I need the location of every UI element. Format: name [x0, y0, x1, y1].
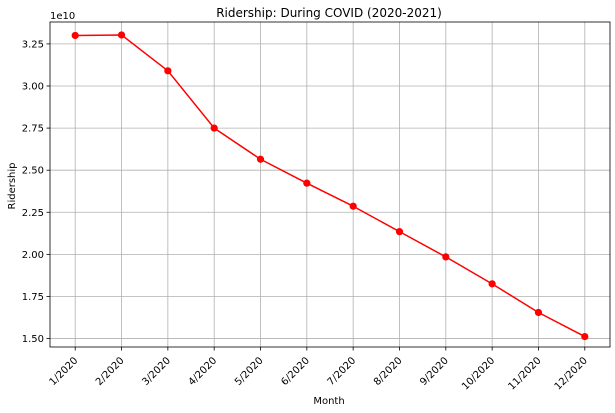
- y-tick-label: 3.25: [22, 39, 44, 50]
- data-point: [488, 280, 496, 288]
- data-point: [534, 308, 543, 317]
- x-tick-label: 12/2020: [553, 355, 590, 392]
- y-tick-label: 2.75: [22, 124, 44, 135]
- data-point: [71, 31, 79, 40]
- y-tick-label: 2.25: [22, 208, 44, 219]
- data-point: [442, 253, 450, 261]
- x-tick-label: 7/2020: [326, 355, 359, 388]
- x-tick-label: 4/2020: [187, 355, 220, 388]
- x-tick-label: 11/2020: [506, 355, 543, 392]
- y-tick-label: 3.00: [22, 81, 44, 92]
- y-axis: 1.50 1.75 2.00 2.25 2.50 2.75 3.00 3.25: [22, 39, 50, 345]
- y-axis-label: Ridership: [7, 162, 18, 209]
- x-tick-label: 5/2020: [233, 355, 266, 388]
- data-point: [164, 67, 172, 75]
- x-tick-label: 1/2020: [48, 355, 81, 388]
- x-axis-label: Month: [313, 396, 344, 407]
- y-tick-label: 1.75: [22, 292, 44, 303]
- data-point: [395, 228, 404, 236]
- data-point: [581, 332, 589, 341]
- y-tick-label: 2.50: [22, 166, 44, 177]
- data-point: [210, 124, 218, 132]
- x-tick-label: 6/2020: [279, 355, 312, 388]
- data-point: [117, 31, 126, 39]
- x-axis: 1/2020 2/2020 3/2020 4/2020 5/2020 6/2020 7/20…: [48, 347, 590, 392]
- grid: [50, 22, 610, 347]
- x-tick-label: 8/2020: [372, 355, 405, 388]
- chart-title: Ridership: During COVID (2020-2021): [216, 6, 442, 20]
- y-tick-label: 1.50: [22, 334, 44, 345]
- x-tick-label: 10/2020: [460, 355, 497, 392]
- y-axis-offset-label: 1e10: [50, 11, 75, 22]
- plot-area: [49, 21, 611, 348]
- series-line: [75, 34, 586, 338]
- x-tick-label: 9/2020: [418, 355, 451, 388]
- data-point: [303, 179, 311, 187]
- y-tick-label: 2.00: [22, 250, 44, 261]
- x-tick-label: 3/2020: [140, 355, 173, 388]
- series-group: [71, 31, 589, 341]
- data-point: [349, 202, 357, 210]
- data-point: [256, 155, 265, 163]
- x-tick-label: 2/2020: [94, 355, 127, 388]
